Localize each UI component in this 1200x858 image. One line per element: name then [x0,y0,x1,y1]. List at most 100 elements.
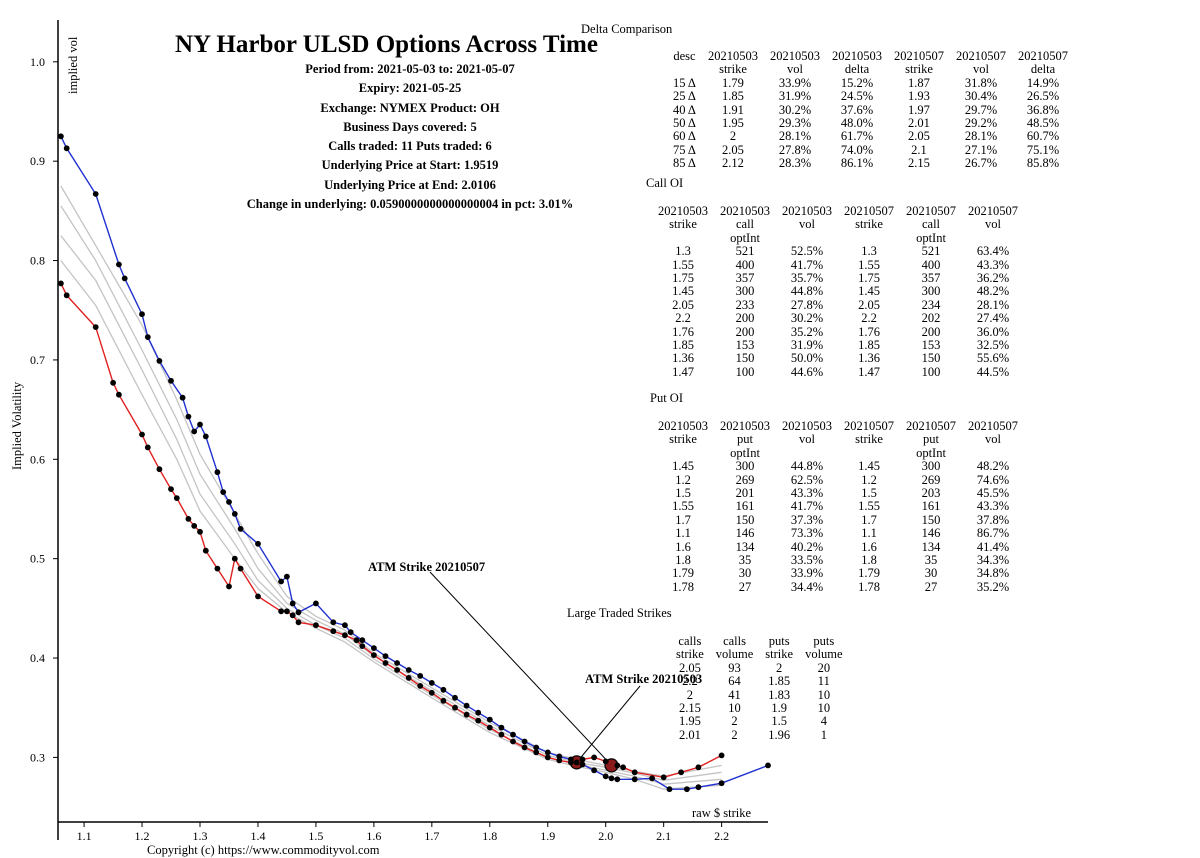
call-oi-cell: 153 [921,338,941,353]
point-start-36 [463,711,470,718]
point-end-17 [231,511,238,517]
point-end-36 [452,694,458,701]
put-oi-row: 1.45 300 44.8% 1.45 300 48.2% [652,459,1024,474]
point-start-51 [620,764,626,771]
call-oi-cell: 521 [735,244,755,259]
point-start-21 [289,612,296,619]
point-start-49 [602,758,609,765]
point-start-39 [498,731,505,738]
x-tick-label-1.9: 1.9 [540,829,555,843]
call-oi-cell: 200 [921,324,941,339]
y-axis-top-label: implied vol [66,36,80,94]
call-oi-row: 1.45 300 44.8% 1.45 300 48.2% [652,284,1024,299]
large-traded-title: Large Traded Strikes [567,606,672,620]
call-oi-row: 1.3 521 52.5% 1.3 521 63.4% [652,244,1024,259]
point-end-51 [614,776,621,783]
point-end-29 [371,645,377,651]
call-oi-title: Call OI [646,176,684,190]
point-end-38 [475,709,482,716]
put-oi-row: 1.8 35 33.5% 1.8 35 34.3% [652,553,1024,568]
delta-cell: 1.85 [722,89,744,104]
delta-cell: 60.7% [1026,129,1060,144]
point-end-11 [191,428,198,435]
call-oi-cell: 35.7% [790,271,824,286]
point-start-7 [156,466,163,473]
info-exchange: Exchange: NYMEX Product: OH [320,100,500,115]
delta-cell: 60 Δ [673,129,696,144]
large-traded-cell: 20 [817,660,831,675]
point-start-4 [116,391,122,398]
call-oi-header-4: 20210507 call optInt [906,204,956,245]
point-end-52 [631,776,638,783]
delta-cell: 2.15 [908,156,930,171]
point-start-8 [168,486,174,492]
put-oi-header-3: 20210507 strike [844,419,894,447]
call-oi-cell: 44.8% [790,284,824,299]
put-oi-cell: 1.6 [861,539,877,554]
call-oi-header-0: 20210503 strike [658,204,708,232]
put-oi-cell: 43.3% [976,499,1010,514]
call-oi-cell: 1.75 [672,271,694,286]
point-end-37 [463,702,470,709]
put-oi-cell: 146 [921,526,941,541]
large-traded-row: 2.15 10 1.9 10 [670,701,849,715]
point-end-33 [417,673,424,679]
large-traded-row: 2 41 1.83 10 [670,687,849,702]
call-oi-cell: 233 [735,297,755,312]
put-oi-cell: 1.8 [675,553,691,568]
put-oi-cell: 44.8% [790,459,824,474]
delta-cell: 1.95 [722,116,744,131]
delta-header-row: desc 20210503 strike 20210503 vol 20210503 de… [667,49,1074,77]
point-start-52 [631,769,638,776]
large-traded-cell: 11 [817,674,830,689]
point-start-53 [660,774,667,781]
call-oi-cell: 43.3% [976,257,1010,272]
point-end-21 [284,573,290,580]
point-end-40 [498,724,505,731]
point-end-5 [139,311,145,318]
delta-header-1: 20210503 strike [707,49,758,77]
point-start-22 [295,619,302,626]
put-oi-cell: 34.8% [976,566,1010,581]
delta-row: 15 Δ 1.79 33.9% 15.2% 1.87 31.8% 14.9% [667,75,1074,90]
put-oi-cell: 43.3% [790,486,824,501]
point-start-28 [371,652,377,658]
point-start-26 [353,637,360,644]
delta-row: 60 Δ 2 28.1% 61.7% 2.05 28.1% 60.7% [667,129,1074,144]
call-oi-row: 1.36 150 50.0% 1.36 150 55.6% [652,351,1024,366]
delta-row: 75 Δ 2.05 27.8% 74.0% 2.1 27.1% 75.1% [667,142,1074,157]
x-tick-label-1.2: 1.2 [135,829,150,843]
delta-cell: 33.9% [778,75,812,90]
point-start-54 [678,769,684,776]
large-traded-cell: 1.83 [768,687,791,702]
delta-cell: 14.9% [1026,75,1060,90]
y-tick-label-0.8: 0.8 [30,254,45,268]
delta-cell: 61.7% [840,129,874,144]
call-oi-cell: 400 [921,257,941,272]
point-end-12 [197,421,203,428]
call-oi-cell: 28.1% [976,297,1010,312]
put-oi-row: 1.7 150 37.3% 1.7 150 37.8% [652,513,1024,527]
call-oi-cell: 31.9% [790,338,824,353]
call-oi-row: 1.85 153 31.9% 1.85 153 32.5% [652,338,1024,353]
x-tick-label-1.8: 1.8 [482,829,497,843]
y-tick-label-1.0: 1.0 [30,55,45,69]
put-oi-cell: 1.45 [672,459,694,474]
y-tick-label-0.6: 0.6 [30,452,45,466]
delta-header-3: 20210503 delta [831,49,882,77]
delta-cell: 27.8% [778,142,812,157]
point-start-17 [237,565,244,572]
y-tick-label-0.3: 0.3 [30,750,45,764]
point-start-0 [58,280,64,287]
call-oi-cell: 1.36 [672,351,694,366]
delta-cell: 2 [729,129,737,144]
point-start-43 [544,754,551,761]
point-start-15 [226,583,232,590]
point-start-11 [191,523,198,529]
point-end-28 [359,637,366,644]
large-traded-row: 2.2 64 1.85 11 [670,674,849,689]
delta-header-5: 20210507 vol [955,49,1006,77]
call-oi-cell: 1.75 [858,271,880,286]
put-oi-cell: 1.5 [675,486,691,501]
